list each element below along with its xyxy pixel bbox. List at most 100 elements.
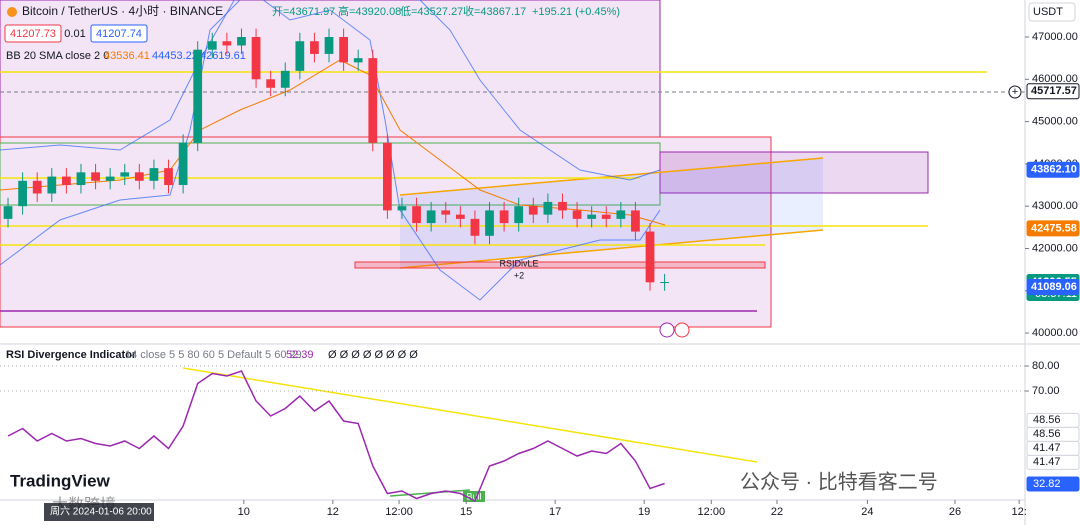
spread: 0.01: [64, 28, 85, 40]
candle-body: [660, 282, 669, 284]
x-tick-label: 26: [949, 506, 961, 518]
signal-label: RSIDivLE: [499, 258, 538, 268]
candle-body: [91, 172, 100, 181]
candle-body: [237, 37, 246, 46]
price-label: 43862.10: [1031, 164, 1077, 176]
price-label: 48.56: [1033, 428, 1061, 440]
crosshair-button[interactable]: [1008, 85, 1022, 99]
bb-value: 42619.61: [200, 50, 246, 62]
candle-body: [47, 176, 57, 194]
candle-body: [514, 206, 524, 224]
candle-body: [105, 176, 115, 181]
rsi-trendline: [182, 367, 758, 463]
event-icon[interactable]: [659, 322, 675, 338]
x-tick-label: 22: [771, 506, 783, 518]
candle-body: [251, 37, 261, 80]
indicator-params: 14 close 5 5 80 60 5 Default 5 60 29: [125, 349, 302, 361]
event-icon[interactable]: [674, 322, 690, 338]
price-label: 41089.06: [1031, 281, 1077, 293]
watermark: 公众号 · 比特看客二号: [740, 470, 938, 493]
y-tick-label: 70.00: [1032, 385, 1060, 397]
candle-body: [295, 41, 305, 71]
currency: USDT: [1033, 6, 1063, 18]
candle-body: [3, 206, 13, 219]
y-tick-label: 45000.00: [1032, 115, 1078, 127]
price-label: 45717.57: [1031, 85, 1077, 97]
currency-button[interactable]: [1028, 2, 1076, 22]
y-tick-label: 42000.00: [1032, 242, 1078, 254]
candle-body: [324, 37, 334, 54]
sell-price: 41207.73: [10, 28, 56, 40]
indicator-label: BB 20 SMA close 2 0: [6, 50, 109, 62]
symbol-icon: [7, 7, 17, 17]
price-label: 32.82: [1033, 478, 1061, 490]
ohlc: 低=43527.27: [400, 5, 463, 18]
candle-body: [601, 214, 611, 219]
candle-body: [645, 231, 655, 283]
price-label-box: [1026, 476, 1080, 492]
candle-body: [62, 176, 71, 186]
candle-body: [207, 41, 217, 50]
candle-body: [383, 142, 392, 211]
bb-value: 43536.41: [104, 50, 150, 62]
x-tick-label: 19: [638, 506, 650, 518]
x-tick-label: 24: [861, 506, 873, 518]
x-tick-label: 17: [549, 506, 561, 518]
candle-body: [426, 210, 436, 224]
y-tick-label: 80.00: [1032, 360, 1060, 372]
candle-body: [18, 180, 27, 207]
indicator-value: 52.39: [286, 349, 314, 361]
candle-body: [339, 37, 348, 63]
change: +195.21 (+0.45%): [532, 6, 620, 18]
buy-price: 41207.74: [96, 28, 142, 40]
date-label: 周六 2024-01-06 20:00: [50, 506, 152, 518]
candle-body: [397, 206, 407, 211]
candle-body: [193, 49, 203, 143]
candle-body: [149, 168, 159, 181]
sell-button[interactable]: [4, 24, 62, 43]
price-label-box: [1026, 161, 1080, 178]
candle-body: [412, 206, 421, 224]
date-box: [44, 503, 154, 521]
candle-body: [280, 70, 290, 88]
ohlc: 高=43920.08: [338, 4, 401, 18]
candle-body: [32, 180, 42, 194]
buy-button[interactable]: [90, 24, 148, 43]
candle-body: [310, 41, 319, 54]
x-tick-label: 12: [327, 506, 339, 518]
price-label-box: [1026, 220, 1080, 237]
candle-body: [353, 58, 363, 63]
candle-body: [631, 210, 640, 232]
candle-body: [178, 142, 188, 186]
candle-body: [455, 214, 465, 219]
candle-body: [558, 201, 567, 211]
symbol: Bitcoin / TetherUS · 4小时 · BINANCE: [22, 4, 223, 18]
x-tick-label: 12:00: [698, 506, 726, 518]
zone: [0, 0, 661, 138]
x-tick-label: 10: [238, 506, 250, 518]
candle-body: [76, 172, 86, 186]
candle-body: [120, 172, 130, 177]
indicator-title: RSI Divergence Indicator: [6, 349, 137, 361]
x-tick-label: 12:00: [385, 506, 413, 518]
candle-body: [499, 210, 509, 224]
rsi-divergence: [389, 489, 471, 497]
candle-body: [368, 58, 378, 143]
candle-body: [441, 210, 451, 215]
ohlc: 收=43867.17: [463, 4, 526, 18]
y-tick-label: 40000.00: [1032, 327, 1078, 339]
bb-upper: [0, 0, 661, 181]
x-tick-label: 12:: [1012, 506, 1027, 518]
zone: [659, 151, 929, 194]
candle-body: [528, 206, 538, 215]
y-tick-label: 43000.00: [1032, 200, 1078, 212]
watermark: TradingView: [10, 471, 111, 490]
zone: [354, 261, 766, 269]
y-tick-label: 47000.00: [1032, 31, 1078, 43]
bull-tag: [463, 491, 485, 502]
price-label: 41.47: [1033, 442, 1061, 454]
price-label: 41.47: [1033, 456, 1061, 468]
x-tick-label: 15: [460, 506, 472, 518]
